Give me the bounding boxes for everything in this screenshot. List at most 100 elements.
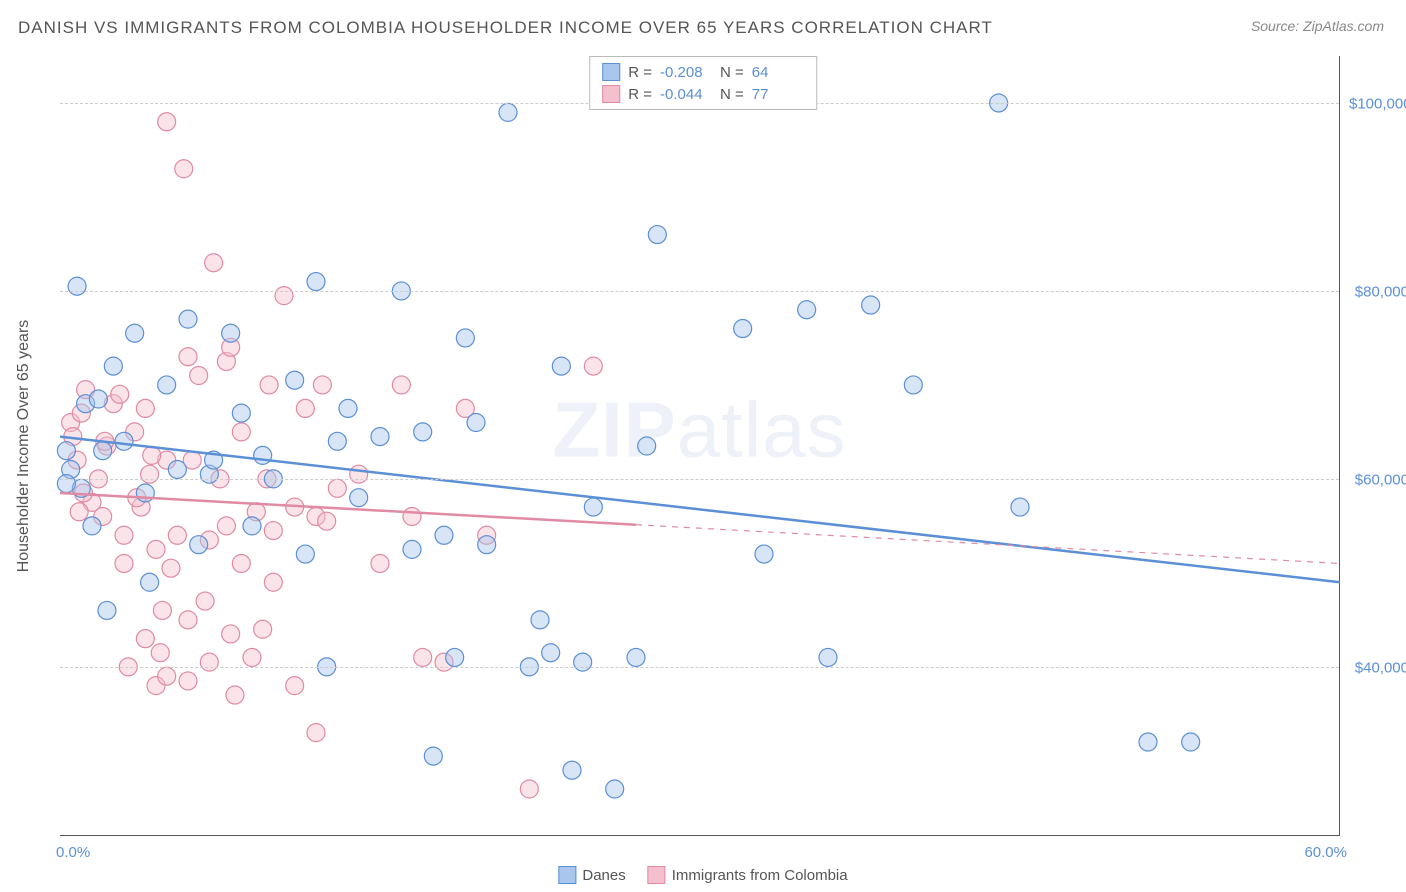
point-colombia [168,526,186,544]
correlation-legend: R = -0.208 N = 64 R = -0.044 N = 77 [589,56,817,110]
point-colombia [111,385,129,403]
point-colombia [179,611,197,629]
gridline: $60,000 [60,479,1339,480]
legend-label-danes: Danes [582,867,625,884]
point-colombia [296,399,314,417]
point-colombia [205,254,223,272]
series-legend: Danes Immigrants from Colombia [558,866,847,884]
trendline-colombia-dashed [636,525,1340,564]
point-danes [126,324,144,342]
point-danes [371,428,389,446]
legend-label-colombia: Immigrants from Colombia [672,867,848,884]
point-colombia [350,465,368,483]
point-colombia [313,376,331,394]
r-label: R = [628,64,652,81]
gridline: $40,000 [60,667,1339,668]
point-danes [94,442,112,460]
n-value-colombia: 77 [752,86,804,103]
y-tick-label: $100,000 [1349,95,1406,112]
point-colombia [217,517,235,535]
point-colombia [158,667,176,685]
point-danes [136,484,154,502]
n-label: N = [720,64,744,81]
point-colombia [318,512,336,530]
point-danes [339,399,357,417]
point-colombia [162,559,180,577]
point-danes [141,573,159,591]
point-danes [243,517,261,535]
point-colombia [179,348,197,366]
point-danes [862,296,880,314]
point-colombia [226,686,244,704]
point-danes [190,536,208,554]
point-danes [734,320,752,338]
point-danes [115,432,133,450]
point-danes [435,526,453,544]
point-danes [446,648,464,666]
point-colombia [243,648,261,666]
x-tick-max: 60.0% [1304,844,1347,861]
point-colombia [175,160,193,178]
point-colombia [328,479,346,497]
y-axis-label: Householder Income Over 65 years [15,320,33,573]
y-tick-label: $40,000 [1349,659,1406,676]
point-danes [179,310,197,328]
point-danes [467,414,485,432]
point-danes [904,376,922,394]
point-danes [531,611,549,629]
point-colombia [286,677,304,695]
legend-row-danes: R = -0.208 N = 64 [602,61,804,83]
point-colombia [414,648,432,666]
point-colombia [200,653,218,671]
point-danes [286,371,304,389]
point-danes [542,644,560,662]
point-colombia [147,540,165,558]
x-tick-min: 0.0% [56,844,90,861]
point-colombia [520,780,538,798]
point-colombia [254,620,272,638]
point-colombia [136,630,154,648]
point-colombia [392,376,410,394]
point-colombia [403,507,421,525]
point-colombia [371,554,389,572]
point-danes [83,517,101,535]
r-value-colombia: -0.044 [660,86,712,103]
point-danes [68,277,86,295]
chart-title: DANISH VS IMMIGRANTS FROM COLOMBIA HOUSE… [18,18,993,38]
point-danes [414,423,432,441]
point-danes [819,648,837,666]
point-colombia [141,465,159,483]
point-colombia [584,357,602,375]
point-danes [627,648,645,666]
n-label: N = [720,86,744,103]
point-danes [1139,733,1157,751]
point-colombia [232,554,250,572]
point-colombia [143,446,161,464]
point-danes [222,324,240,342]
point-danes [89,390,107,408]
point-danes [648,226,666,244]
swatch-danes-icon [602,63,620,81]
plot-area: ZIPatlas $40,000$60,000$80,000$100,000 0… [60,56,1340,836]
point-colombia [158,113,176,131]
point-danes [638,437,656,455]
point-colombia [264,522,282,540]
n-value-danes: 64 [752,64,804,81]
point-colombia [179,672,197,690]
swatch-danes-icon [558,866,576,884]
point-danes [755,545,773,563]
point-colombia [70,503,88,521]
point-danes [57,442,75,460]
point-colombia [151,644,169,662]
legend-item-danes: Danes [558,866,625,884]
point-colombia [153,601,171,619]
point-danes [1182,733,1200,751]
point-colombia [275,287,293,305]
gridline: $80,000 [60,291,1339,292]
point-danes [552,357,570,375]
point-danes [574,653,592,671]
source-label: Source: ZipAtlas.com [1251,18,1384,34]
point-colombia [264,573,282,591]
point-danes [403,540,421,558]
point-danes [168,460,186,478]
